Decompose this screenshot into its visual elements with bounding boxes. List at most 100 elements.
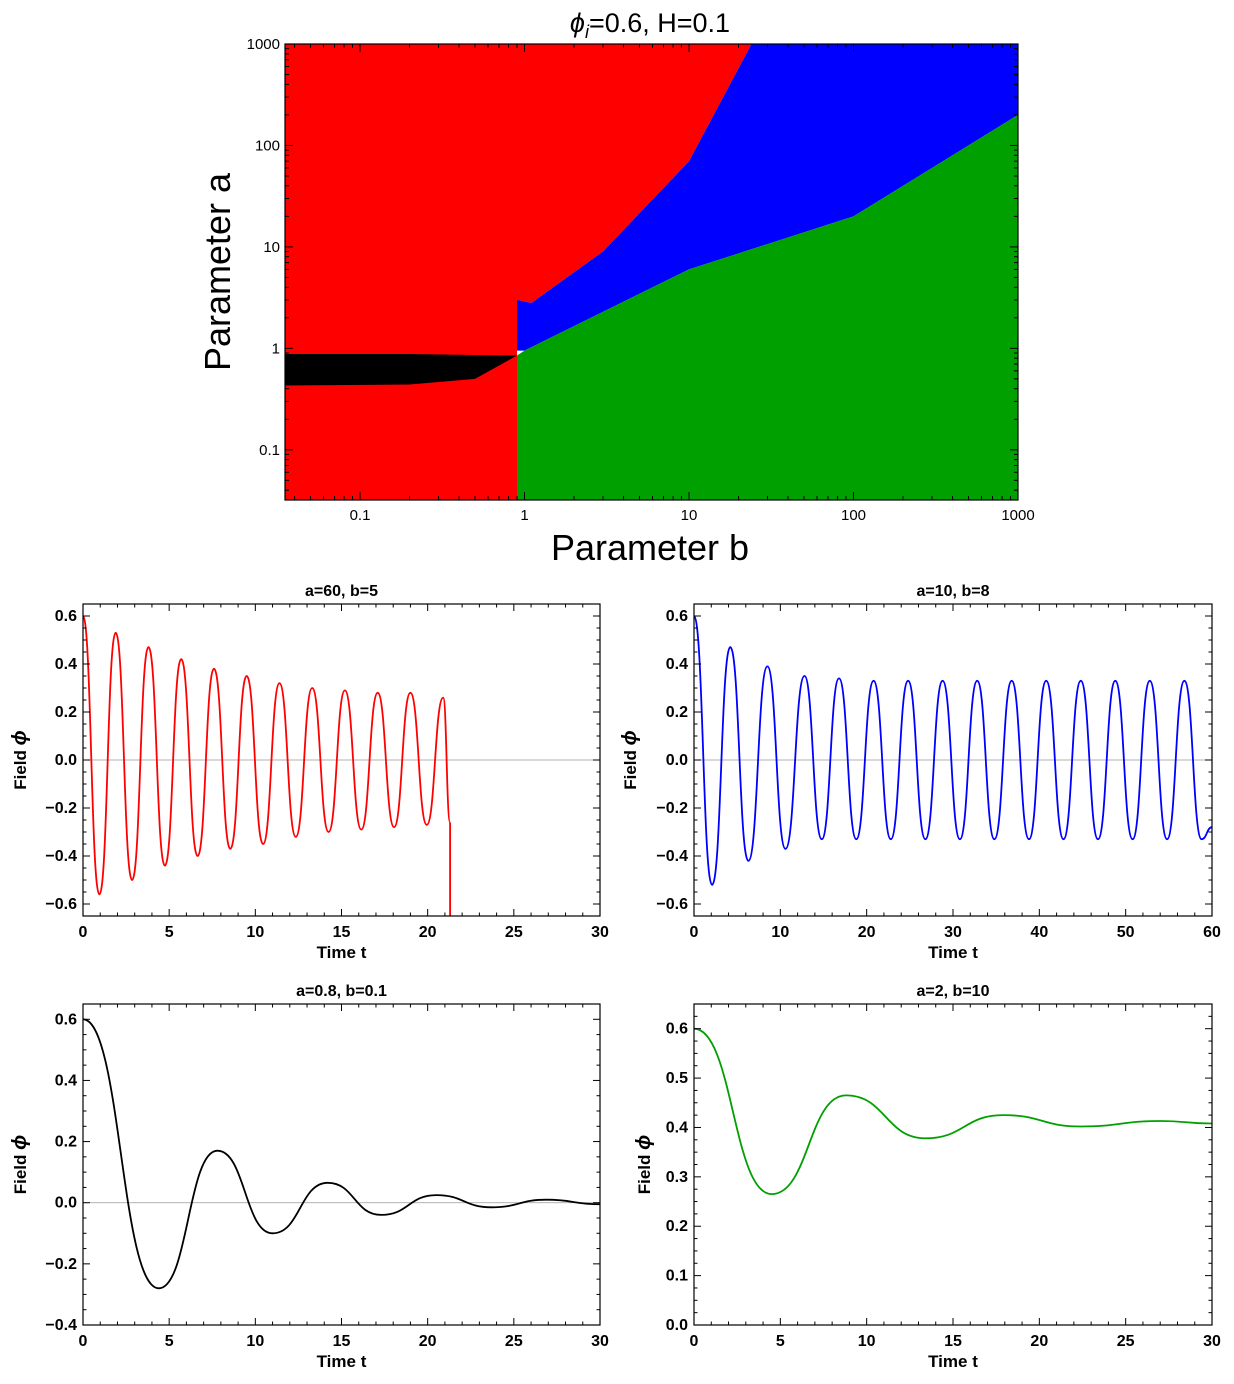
x-tick-label: 50 <box>1117 924 1135 941</box>
y-tick-label: 0.3 <box>666 1169 688 1186</box>
x-tick-label: 30 <box>591 1333 609 1350</box>
y-tick-label: 0.6 <box>666 1021 688 1038</box>
y-tick-label: −0.4 <box>656 848 688 865</box>
y-tick-label: 0.1 <box>259 442 280 459</box>
panel-black-timeseries: a=0.8, b=0.1 0 5 10 15 20 25 30 −0.4 −0.2 0.0 0.2 0.… <box>9 983 609 1371</box>
panel-title: a=0.8, b=0.1 <box>296 983 387 1000</box>
panel-title: a=2, b=10 <box>917 983 990 1000</box>
y-tick-label: −0.2 <box>45 800 77 817</box>
panel-title: a=60, b=5 <box>305 583 378 600</box>
heatmap-xlabel: Parameter b <box>551 527 749 568</box>
y-axis-label-symbol: ϕ <box>633 1135 655 1150</box>
heatmap-ylabel: Parameter a <box>197 172 238 371</box>
y-tick-label: −0.6 <box>45 896 77 913</box>
panel-red-timeseries: a=60, b=5 0 5 10 15 20 25 30 −0.6 −0.4 −0.2 0.0 0.2 0… <box>9 583 609 962</box>
x-tick-label: 30 <box>1203 1333 1221 1350</box>
region-green <box>517 114 1018 501</box>
x-axis-label: Time t <box>317 943 367 962</box>
y-tick-label: 0.4 <box>666 1119 688 1136</box>
y-axis-label: Field ϕ <box>619 730 641 790</box>
y-tick-label: 100 <box>255 137 280 154</box>
x-axis-label: Time t <box>317 1352 367 1371</box>
region-black <box>285 354 517 386</box>
heatmap-title-subscript: i <box>585 22 590 42</box>
y-tick-label: 0.2 <box>666 704 688 721</box>
y-tick-label: 0.4 <box>55 656 77 673</box>
x-tick-label: 25 <box>505 1333 523 1350</box>
x-tick-label: 0 <box>79 924 88 941</box>
y-axis-label-symbol: ϕ <box>9 1135 31 1150</box>
x-tick-label: 20 <box>1030 1333 1048 1350</box>
y-axis-label: Field ϕ <box>9 1135 31 1195</box>
x-tick-label: 25 <box>505 924 523 941</box>
y-axis-label-symbol: ϕ <box>9 730 31 745</box>
y-tick-label: 1000 <box>247 36 280 53</box>
x-tick-label: 30 <box>944 924 962 941</box>
panel-title: a=10, b=8 <box>917 583 990 600</box>
heatmap-title-symbol: ϕ <box>570 8 585 38</box>
x-tick-label: 1000 <box>1001 507 1034 524</box>
x-tick-label: 10 <box>858 1333 876 1350</box>
x-tick-label: 5 <box>776 1333 785 1350</box>
x-tick-label: 15 <box>944 1333 962 1350</box>
y-axis-label: Field ϕ <box>9 730 31 790</box>
x-tick-label: 40 <box>1030 924 1048 941</box>
y-tick-label: 0.1 <box>666 1268 688 1285</box>
y-axis-label-symbol: ϕ <box>619 730 641 745</box>
y-tick-label: −0.6 <box>656 896 688 913</box>
y-tick-label: 0.2 <box>666 1218 688 1235</box>
y-axis-label-text: Field <box>621 745 640 789</box>
region-blue <box>517 44 1018 351</box>
series-line <box>693 1027 1213 1196</box>
y-tick-label: 0.4 <box>666 656 688 673</box>
x-tick-label: 0 <box>79 1333 88 1350</box>
x-tick-label: 10 <box>246 924 264 941</box>
x-tick-label: 10 <box>681 507 698 524</box>
panel-frame <box>82 1003 601 1326</box>
heatmap-title-rest: =0.6, H=0.1 <box>589 8 730 38</box>
y-tick-label: 0.6 <box>55 1011 77 1028</box>
y-tick-label: 0.5 <box>666 1070 688 1087</box>
x-tick-label: 5 <box>165 1333 174 1350</box>
y-tick-label: −0.4 <box>45 848 77 865</box>
y-tick-label: 10 <box>263 239 280 256</box>
y-tick-label: 0.0 <box>666 1317 688 1334</box>
x-tick-label: 30 <box>591 924 609 941</box>
x-axis-label: Time t <box>928 1352 978 1371</box>
x-tick-label: 0 <box>690 1333 699 1350</box>
y-tick-label: 0.4 <box>55 1072 77 1089</box>
panel-frame <box>693 1003 1213 1326</box>
region-red <box>285 44 752 500</box>
x-axis-label: Time t <box>928 943 978 962</box>
y-tick-label: 0.2 <box>55 704 77 721</box>
y-tick-label: 0.6 <box>55 608 77 625</box>
x-tick-label: 15 <box>333 924 351 941</box>
y-axis-label-text: Field <box>635 1150 654 1194</box>
x-tick-label: 1 <box>520 507 528 524</box>
panel-blue-timeseries: a=10, b=8 0 10 20 30 40 50 60 −0.6 −0.4 −0.2 0.0 0.2… <box>619 583 1221 962</box>
x-tick-label: 10 <box>246 1333 264 1350</box>
x-tick-label: 20 <box>419 924 437 941</box>
series-line <box>82 615 451 916</box>
heatmap-title: ϕi=0.6, H=0.1 <box>570 8 730 42</box>
x-tick-label: 100 <box>841 507 866 524</box>
heatmap-plot: 0.1 1 10 100 1000 0.1 1 10 100 1000 <box>247 36 1035 524</box>
y-tick-label: 0.6 <box>666 608 688 625</box>
x-tick-label: 0 <box>690 924 699 941</box>
panel-green-timeseries: a=2, b=10 0 5 10 15 20 25 30 0.0 0.1 0.2 0.3 0.4 0.5 0… <box>633 983 1221 1371</box>
x-tick-label: 15 <box>333 1333 351 1350</box>
y-tick-label: 0.0 <box>666 752 688 769</box>
x-tick-label: 25 <box>1117 1333 1135 1350</box>
y-axis-label-text: Field <box>11 745 30 789</box>
x-tick-label: 20 <box>858 924 876 941</box>
y-tick-label: 0.0 <box>55 752 77 769</box>
y-tick-label: −0.2 <box>45 1256 77 1273</box>
x-tick-label: 60 <box>1203 924 1221 941</box>
y-axis-label-text: Field <box>11 1150 30 1194</box>
y-tick-label: −0.4 <box>45 1317 77 1334</box>
x-tick-label: 10 <box>771 924 789 941</box>
y-axis-label: Field ϕ <box>633 1135 655 1195</box>
y-tick-label: −0.2 <box>656 800 688 817</box>
y-tick-label: 1 <box>272 340 280 357</box>
